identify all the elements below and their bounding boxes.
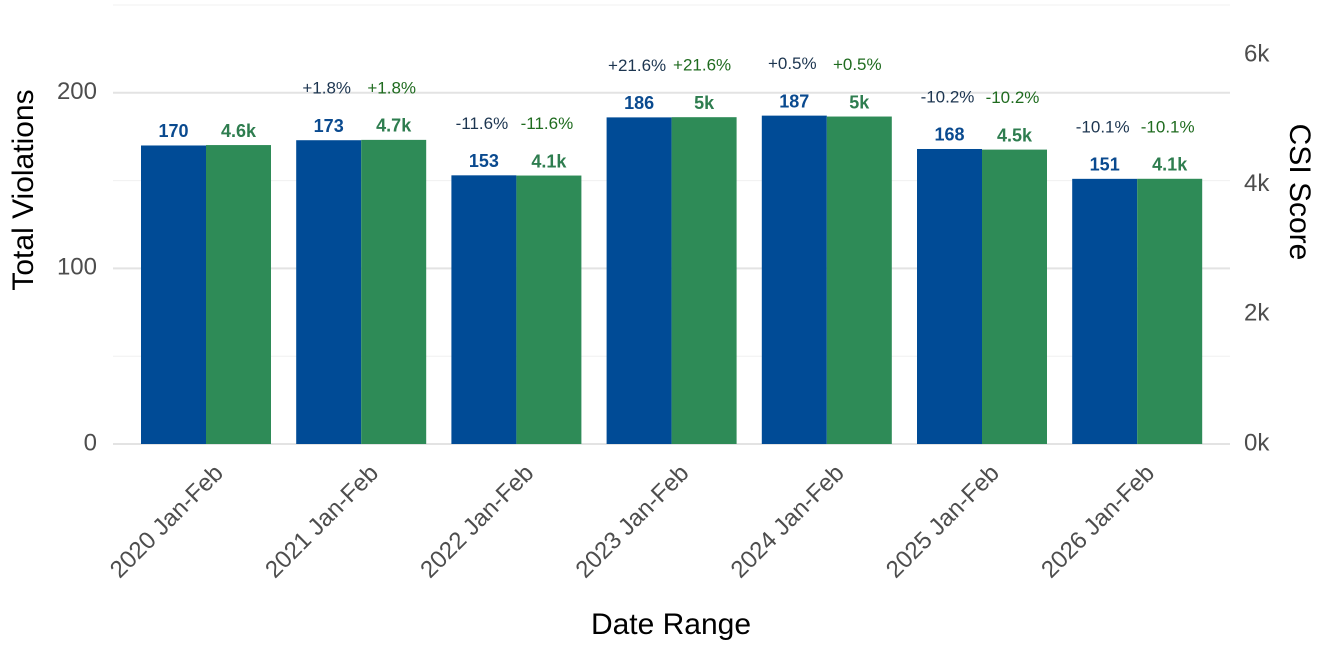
change-label: -10.1% [1141, 117, 1195, 136]
bar [516, 175, 582, 444]
change-label: +0.5% [768, 54, 817, 73]
x-tick-label: 2024 Jan-Feb [726, 460, 850, 584]
bar [206, 145, 271, 444]
x-axis-title: Date Range [591, 608, 751, 641]
value-label: 187 [779, 91, 809, 111]
x-tick-label: 2021 Jan-Feb [260, 460, 384, 584]
change-label: +21.6% [608, 56, 666, 75]
bar [917, 148, 982, 444]
change-label: -11.6% [456, 114, 509, 133]
bar [671, 117, 737, 444]
x-tick-label: 2023 Jan-Feb [571, 460, 695, 584]
bar [1072, 178, 1138, 444]
y-tick-label: 0 [84, 429, 97, 456]
bar [361, 139, 427, 445]
bar [451, 175, 517, 444]
value-label: 5k [849, 92, 870, 112]
y-tick-label: 100 [57, 254, 97, 281]
bar [761, 115, 827, 445]
value-label: 4.5k [997, 125, 1033, 145]
value-label: 186 [624, 93, 654, 113]
value-label: 173 [314, 116, 344, 136]
value-label: 168 [934, 125, 964, 145]
value-label: 153 [469, 151, 499, 171]
change-label: -10.1% [1076, 117, 1130, 136]
y-axis-title: Total Violations [7, 89, 40, 290]
change-label: +1.8% [302, 79, 351, 98]
value-label: 170 [158, 121, 188, 141]
bar [296, 140, 362, 444]
change-label: +0.5% [833, 55, 882, 74]
bar [982, 149, 1047, 445]
y2-tick-label: 4k [1244, 170, 1270, 197]
change-label: +1.8% [367, 78, 416, 97]
x-tick-label: 2022 Jan-Feb [415, 460, 539, 584]
bar [826, 116, 892, 444]
y2-axis-title: CSI Score [1283, 124, 1316, 261]
x-tick-label: 2020 Jan-Feb [105, 460, 229, 584]
y-tick-label: 200 [57, 78, 97, 105]
y2-tick-label: 6k [1244, 40, 1270, 67]
bar [1137, 178, 1203, 444]
y2-tick-label: 2k [1244, 300, 1270, 327]
change-label: -10.2% [921, 87, 975, 106]
bar [606, 117, 672, 444]
x-tick-label: 2025 Jan-Feb [881, 460, 1005, 584]
value-label: 4.7k [376, 116, 412, 136]
change-label: +21.6% [673, 56, 731, 75]
value-label: 151 [1090, 155, 1120, 175]
y2-tick-label: 0k [1244, 429, 1270, 456]
change-label: -11.6% [521, 114, 574, 133]
value-label: 4.1k [531, 151, 567, 171]
value-label: 4.6k [221, 121, 257, 141]
bar [141, 145, 206, 445]
change-label: -10.2% [986, 88, 1040, 107]
value-label: 4.1k [1152, 155, 1188, 175]
x-tick-label: 2026 Jan-Feb [1036, 460, 1160, 584]
value-label: 5k [694, 93, 715, 113]
